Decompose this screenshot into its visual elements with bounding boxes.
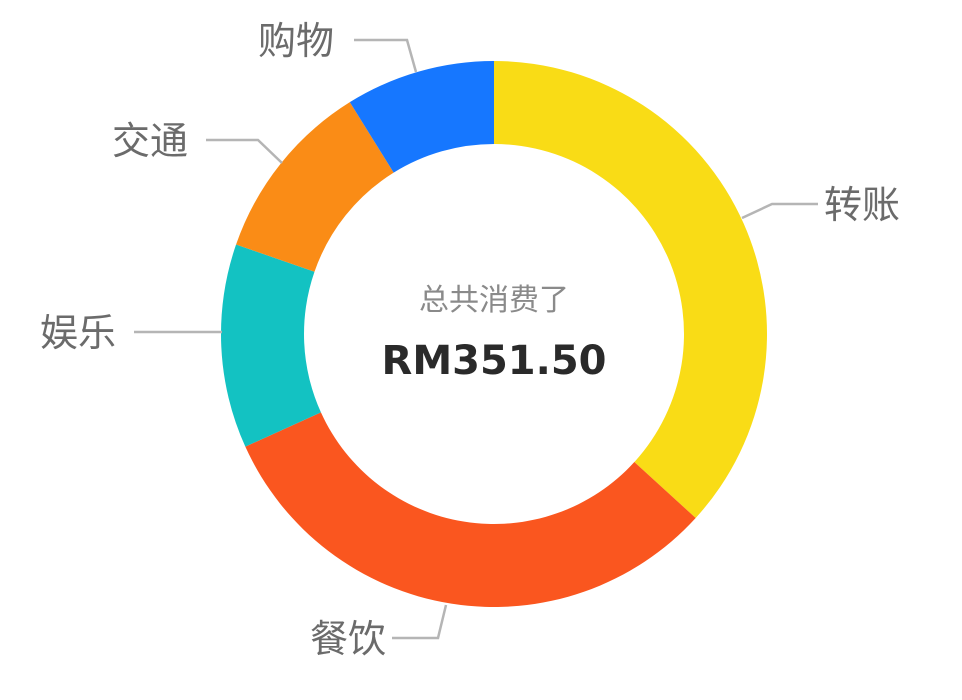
slice-label: 交通 xyxy=(112,119,188,163)
donut-slice xyxy=(494,61,768,518)
label-leader-line xyxy=(206,138,283,164)
donut-slice xyxy=(236,102,394,272)
center-total-value: RM351.50 xyxy=(382,338,607,384)
leader-lines-layer xyxy=(134,38,818,640)
slice-label: 餐饮 xyxy=(310,617,386,661)
donut-slice xyxy=(349,61,494,173)
slice-label: 购物 xyxy=(258,19,334,63)
label-leader-line xyxy=(354,38,418,73)
center-caption: 总共消费了 xyxy=(419,283,569,318)
label-leader-line xyxy=(392,604,448,640)
slices-layer xyxy=(220,61,768,608)
slice-label: 转账 xyxy=(824,183,900,227)
donut-slice xyxy=(220,244,321,447)
donut-slice xyxy=(245,412,696,608)
label-leader-line xyxy=(741,202,818,220)
slice-label: 娱乐 xyxy=(40,311,116,355)
